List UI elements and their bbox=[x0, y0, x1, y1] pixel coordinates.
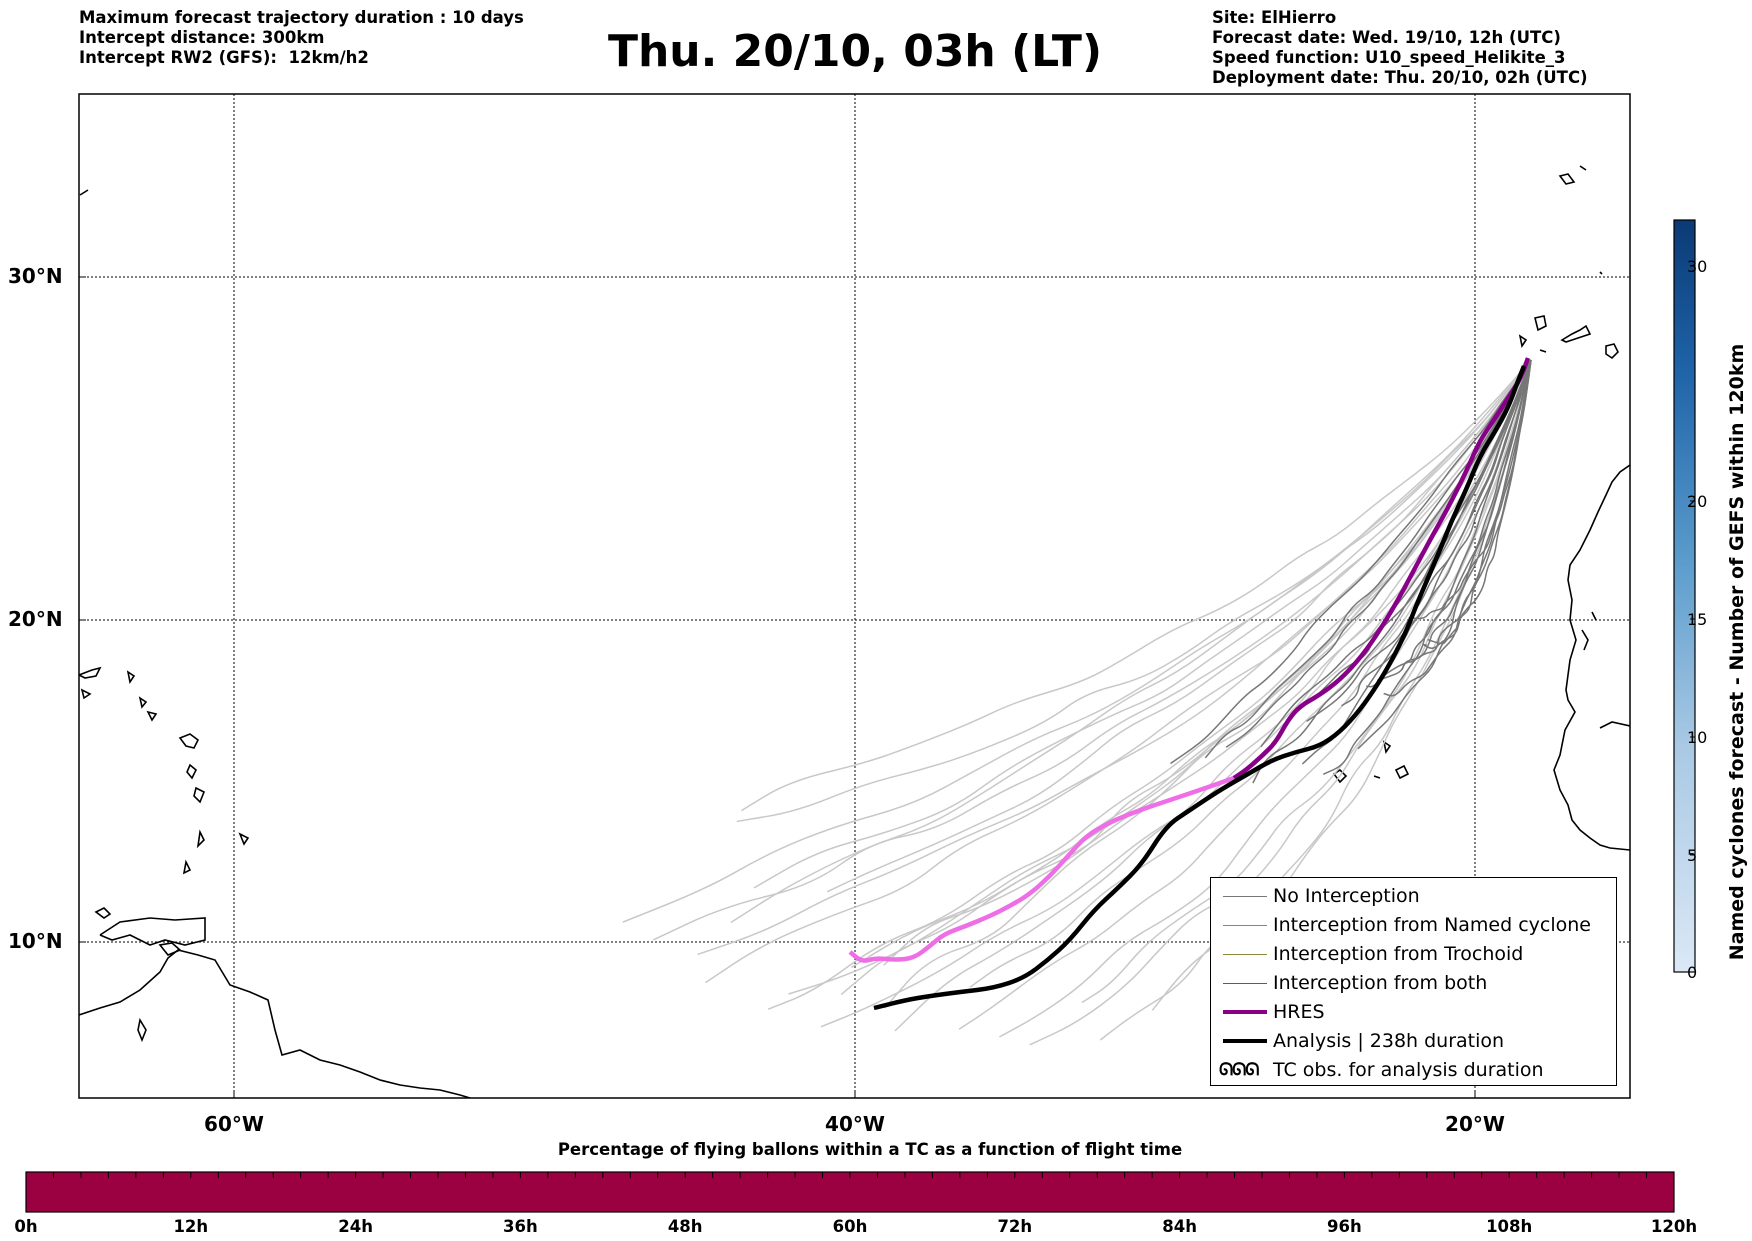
time-axis-label: 72h bbox=[997, 1217, 1033, 1236]
no-interception-trajectory bbox=[1301, 359, 1532, 765]
time-axis-label: 96h bbox=[1327, 1217, 1362, 1236]
legend-item-analysis: Analysis | 238h duration bbox=[1211, 1027, 1616, 1056]
tc-percentage-bar-title: Percentage of flying ballons within a TC… bbox=[557, 1140, 1183, 1159]
no-interception-trajectory bbox=[1285, 359, 1532, 728]
hres-trajectory-extended bbox=[848, 775, 1235, 963]
legend-line-swatch bbox=[1223, 1010, 1267, 1014]
header-right-info: Site: ElHierro Forecast date: Wed. 19/10… bbox=[1212, 8, 1588, 88]
no-interception-trajectory bbox=[1204, 359, 1532, 759]
no-interception-trajectory bbox=[1383, 359, 1532, 697]
time-axis-label: 0h bbox=[14, 1217, 38, 1236]
legend-line-swatch bbox=[1223, 954, 1267, 955]
lon-label-40w: 40°W bbox=[825, 1112, 885, 1136]
legend-label: Interception from Named cyclone bbox=[1273, 914, 1591, 936]
legend-label: Interception from Trochoid bbox=[1273, 943, 1524, 965]
map-ticks bbox=[79, 276, 1476, 1098]
no-interception-trajectory bbox=[1376, 359, 1532, 682]
no-interception-trajectory bbox=[1401, 359, 1532, 671]
legend-label: Interception from both bbox=[1273, 972, 1488, 994]
ensemble-trajectory bbox=[958, 359, 1532, 1030]
header-left-line: Intercept RW2 (GFS): 12km/h2 bbox=[79, 48, 369, 67]
legend-label: TC obs. for analysis duration bbox=[1273, 1059, 1544, 1081]
no-interception-trajectory bbox=[1408, 359, 1532, 620]
legend-item-both: Interception from both bbox=[1211, 969, 1616, 998]
lat-label-30n: 30°N bbox=[8, 264, 63, 288]
colorbar-tick-label: 20 bbox=[1687, 492, 1708, 511]
ensemble-trajectory bbox=[826, 359, 1532, 893]
legend-item-named-cyclone: Interception from Named cyclone bbox=[1211, 911, 1616, 940]
colorbar-tick-label: 10 bbox=[1687, 728, 1708, 747]
ensemble-trajectory bbox=[697, 359, 1532, 956]
no-interception-trajectory bbox=[1357, 359, 1532, 750]
ensemble-trajectory bbox=[705, 359, 1532, 984]
time-axis-label: 60h bbox=[832, 1217, 868, 1236]
ensemble-trajectory bbox=[622, 359, 1532, 923]
legend-label: Analysis | 238h duration bbox=[1273, 1030, 1505, 1052]
map-legend: No Interception Interception from Named … bbox=[1210, 877, 1617, 1086]
header-left-info: Maximum forecast trajectory duration : 1… bbox=[79, 8, 524, 68]
lon-label-60w: 60°W bbox=[204, 1112, 264, 1136]
lat-label-10n: 10°N bbox=[8, 929, 63, 953]
legend-item-tc-obs: ᘏᘏᘏ TC obs. for analysis duration bbox=[1211, 1056, 1616, 1085]
header-left-line: Intercept distance: 300km bbox=[79, 28, 325, 47]
header-right-line: Speed function: U10_speed_Helikite_3 bbox=[1212, 48, 1566, 67]
legend-label: No Interception bbox=[1273, 885, 1420, 907]
time-axis-label: 24h bbox=[338, 1217, 373, 1236]
time-axis-label: 84h bbox=[1162, 1217, 1197, 1236]
lon-label-20w: 20°W bbox=[1445, 1112, 1505, 1136]
colorbar-tick-label: 5 bbox=[1687, 846, 1698, 865]
ensemble-trajectory bbox=[741, 359, 1532, 812]
time-axis-label: 48h bbox=[667, 1217, 703, 1236]
time-axis-label: 36h bbox=[503, 1217, 538, 1236]
hres-trajectory bbox=[1232, 357, 1531, 780]
time-axis-label: 12h bbox=[173, 1217, 209, 1236]
ensemble-trajectory bbox=[894, 359, 1532, 1032]
colorbar-ticks bbox=[1690, 265, 1695, 973]
no-interception-trajectories bbox=[1170, 359, 1532, 784]
legend-label: HRES bbox=[1273, 1001, 1325, 1023]
cyclone-colorbar bbox=[1673, 219, 1696, 973]
legend-line-swatch bbox=[1223, 1039, 1267, 1043]
time-axis-label: 108h bbox=[1486, 1217, 1533, 1236]
cyclone-symbol-icon: ᘏᘏᘏ bbox=[1219, 1060, 1259, 1080]
ensemble-trajectory bbox=[851, 359, 1532, 968]
time-axis-label: 120h bbox=[1650, 1217, 1698, 1236]
no-interception-trajectory bbox=[1170, 359, 1532, 765]
ensemble-trajectory bbox=[736, 359, 1532, 823]
header-left-line: Maximum forecast trajectory duration : 1… bbox=[79, 8, 524, 27]
tc-percentage-bar bbox=[25, 1171, 1675, 1213]
page-title: Thu. 20/10, 03h (LT) bbox=[607, 26, 1103, 77]
analysis-trajectory bbox=[873, 365, 1527, 1011]
no-interception-trajectory bbox=[1252, 359, 1532, 784]
legend-line-swatch bbox=[1223, 925, 1267, 926]
legend-item-trochoid: Interception from Trochoid bbox=[1211, 940, 1616, 969]
legend-line-swatch bbox=[1223, 896, 1267, 897]
legend-item-no-interception: No Interception bbox=[1211, 882, 1616, 911]
lat-label-20n: 20°N bbox=[8, 607, 63, 631]
header-right-line: Deployment date: Thu. 20/10, 02h (UTC) bbox=[1212, 68, 1588, 87]
colorbar-tick-label: 15 bbox=[1687, 610, 1708, 629]
legend-line-swatch bbox=[1223, 983, 1267, 984]
tc-percentage-bar-ticks bbox=[52, 1172, 1648, 1178]
no-interception-trajectory bbox=[1322, 359, 1532, 776]
ensemble-trajectory bbox=[730, 359, 1532, 924]
colorbar-title: Named cyclones forecast - Number of GEFS… bbox=[1726, 343, 1748, 961]
colorbar-tick-label: 30 bbox=[1687, 257, 1708, 276]
legend-item-hres: HRES bbox=[1211, 998, 1616, 1027]
colorbar-tick-label: 0 bbox=[1687, 963, 1698, 982]
header-right-line: Site: ElHierro bbox=[1212, 8, 1337, 27]
coastlines bbox=[79, 165, 1630, 1098]
header-right-line: Forecast date: Wed. 19/10, 12h (UTC) bbox=[1212, 28, 1561, 47]
